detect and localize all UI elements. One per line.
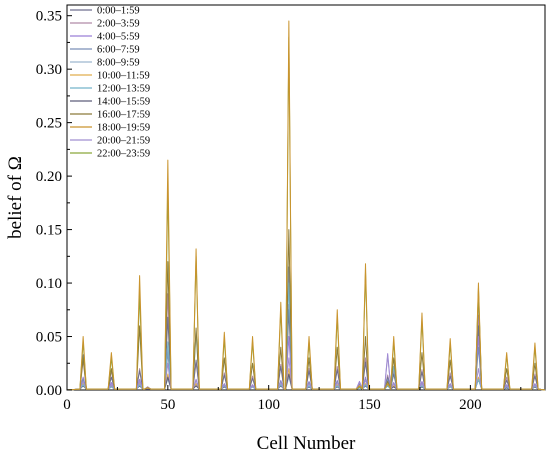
legend-label: 0:00–1:59 xyxy=(97,6,140,17)
legend-label: 14:00–15:59 xyxy=(97,97,150,108)
x-tick-label: 200 xyxy=(459,397,482,413)
y-tick-label: 0.00 xyxy=(36,383,62,399)
y-tick-label: 0.05 xyxy=(36,330,62,346)
legend-label: 18:00–19:59 xyxy=(97,123,150,134)
series-line-9 xyxy=(66,20,546,391)
legend-label: 2:00–3:59 xyxy=(97,19,140,30)
series-line-10 xyxy=(66,355,546,391)
legend-label: 12:00–13:59 xyxy=(97,84,150,95)
legend-label: 22:00–23:59 xyxy=(97,149,150,160)
legend-label: 8:00–9:59 xyxy=(97,58,140,69)
y-axis-title: belief of Ω xyxy=(5,156,26,239)
x-tick-label: 0 xyxy=(63,397,71,413)
legend-label: 16:00–17:59 xyxy=(97,110,150,121)
x-axis: 0 50 100 150 200 xyxy=(63,385,522,413)
legend-label: 20:00–21:59 xyxy=(97,136,150,147)
y-tick-label: 0.35 xyxy=(36,9,62,25)
y-tick-label: 0.25 xyxy=(36,116,62,132)
legend: 0:00–1:59 2:00–3:59 4:00–5:59 6:00–7:59 8:00… xyxy=(70,6,150,160)
y-tick-label: 0.30 xyxy=(36,62,62,78)
x-axis-title: Cell Number xyxy=(257,433,356,454)
y-axis: 0.00 0.05 0.10 0.15 0.20 0.25 0.30 0.35 xyxy=(36,9,72,399)
y-tick-label: 0.15 xyxy=(36,223,62,239)
x-tick-label: 150 xyxy=(358,397,381,413)
series-line-1 xyxy=(66,293,546,391)
y-tick-label: 0.20 xyxy=(36,169,62,185)
legend-label: 10:00–11:59 xyxy=(97,71,150,82)
legend-label: 6:00–7:59 xyxy=(97,45,140,56)
plot-area xyxy=(66,4,546,391)
x-tick-label: 50 xyxy=(160,397,175,413)
legend-label: 4:00–5:59 xyxy=(97,32,140,43)
series-layer xyxy=(66,20,546,391)
plot-frame xyxy=(66,4,546,391)
y-tick-label: 0.10 xyxy=(36,276,62,292)
x-tick-label: 100 xyxy=(257,397,280,413)
